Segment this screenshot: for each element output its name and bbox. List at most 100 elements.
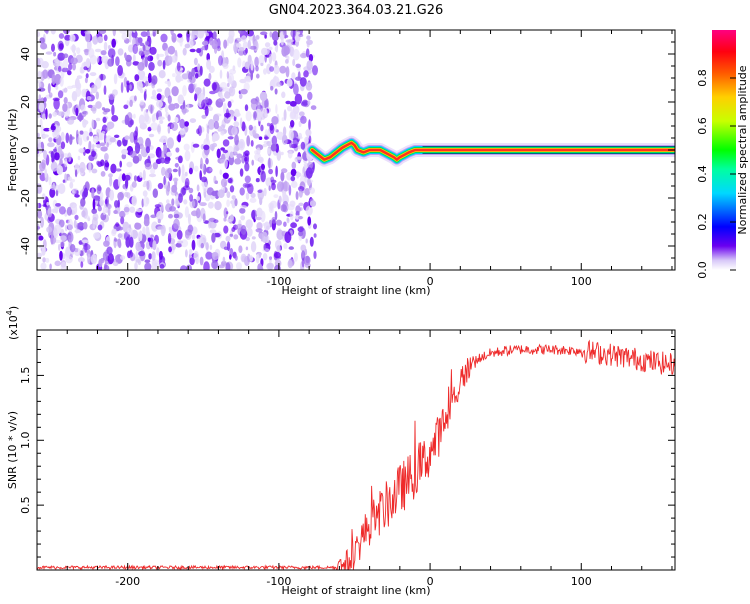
noise-speckle xyxy=(294,93,303,105)
noise-speckle xyxy=(39,162,46,172)
noise-speckle xyxy=(95,101,102,109)
noise-speckle xyxy=(121,148,128,155)
noise-speckle xyxy=(123,76,128,88)
noise-speckle xyxy=(185,249,188,258)
noise-speckle xyxy=(69,134,73,145)
noise-speckle xyxy=(66,206,72,216)
noise-speckle xyxy=(144,262,152,270)
noise-speckle xyxy=(55,203,61,207)
noise-speckle xyxy=(72,203,78,215)
noise-speckle xyxy=(264,108,268,118)
noise-speckle xyxy=(40,262,47,270)
noise-speckle xyxy=(117,226,124,231)
noise-speckle xyxy=(114,134,120,138)
noise-speckle xyxy=(67,117,75,125)
noise-speckle xyxy=(254,216,258,220)
noise-speckle xyxy=(293,83,299,96)
noise-speckle xyxy=(74,214,79,220)
noise-speckle xyxy=(166,151,173,157)
noise-speckle xyxy=(206,124,210,135)
noise-speckle xyxy=(271,52,277,62)
noise-speckle xyxy=(264,47,270,55)
noise-speckle xyxy=(263,243,266,251)
noise-speckle xyxy=(245,192,250,200)
noise-speckle xyxy=(261,163,265,170)
noise-speckle xyxy=(240,88,248,95)
noise-speckle xyxy=(49,263,52,270)
noise-speckle xyxy=(129,206,136,213)
noise-speckle xyxy=(126,192,131,199)
noise-speckle xyxy=(207,119,215,130)
noise-speckle xyxy=(121,153,127,160)
noise-speckle xyxy=(225,262,231,270)
noise-speckle xyxy=(244,61,250,70)
noise-speckle xyxy=(175,242,183,248)
noise-speckle xyxy=(239,207,246,214)
noise-speckle xyxy=(47,83,51,94)
noise-speckle xyxy=(229,151,234,159)
noise-speckle xyxy=(126,161,133,168)
noise-speckle xyxy=(86,136,90,141)
noise-speckle xyxy=(285,100,292,105)
noise-speckle xyxy=(152,31,156,37)
noise-speckle xyxy=(150,33,153,37)
noise-speckle xyxy=(103,160,109,171)
noise-speckle xyxy=(237,57,242,68)
snr-multiplier-base: (x10 xyxy=(7,315,20,340)
noise-speckle xyxy=(217,264,225,269)
noise-speckle xyxy=(149,55,153,61)
noise-speckle xyxy=(138,114,145,126)
noise-speckle xyxy=(167,95,172,104)
noise-speckle xyxy=(83,110,89,116)
noise-speckle xyxy=(99,199,105,207)
noise-speckle xyxy=(290,30,297,38)
noise-speckle xyxy=(239,78,247,84)
noise-speckle xyxy=(48,113,52,119)
noise-speckle xyxy=(45,257,50,263)
noise-speckle xyxy=(245,110,252,122)
noise-speckle xyxy=(241,35,247,42)
spectrogram-ticks xyxy=(36,29,675,271)
noise-speckle xyxy=(59,250,63,261)
noise-speckle xyxy=(41,193,46,201)
noise-speckle xyxy=(292,49,300,61)
noise-speckle xyxy=(156,88,163,93)
noise-speckle xyxy=(140,70,146,78)
spectrogram-y-tick-labels: -40 -20 0 20 40 xyxy=(19,47,32,255)
noise-speckle xyxy=(203,261,210,270)
noise-speckle xyxy=(101,130,106,135)
noise-speckle xyxy=(60,241,65,248)
noise-speckle xyxy=(120,255,126,260)
noise-speckle xyxy=(268,46,273,51)
noise-speckle xyxy=(238,245,243,253)
noise-speckle xyxy=(64,34,72,41)
noise-speckle xyxy=(54,152,60,161)
noise-speckle xyxy=(64,224,68,232)
noise-speckle xyxy=(109,175,113,187)
noise-speckle xyxy=(194,87,202,94)
noise-speckle xyxy=(134,74,140,82)
noise-speckle xyxy=(129,31,132,43)
noise-speckle xyxy=(89,131,93,137)
noise-speckle xyxy=(148,133,155,138)
noise-speckle xyxy=(74,229,82,234)
noise-speckle xyxy=(115,56,120,67)
noise-speckle xyxy=(234,255,238,261)
noise-speckle xyxy=(276,81,282,88)
noise-speckle xyxy=(132,155,140,164)
noise-speckle xyxy=(124,52,127,59)
noise-speckle xyxy=(209,229,217,234)
noise-speckle xyxy=(290,168,297,177)
noise-speckle xyxy=(202,181,208,193)
noise-speckle xyxy=(177,33,183,38)
noise-speckle xyxy=(269,31,273,38)
noise-speckle xyxy=(287,204,295,211)
noise-speckle xyxy=(37,31,41,37)
noise-speckle xyxy=(287,39,295,43)
noise-speckle xyxy=(120,82,124,94)
noise-speckle xyxy=(67,218,74,231)
y-tick-label: -40 xyxy=(19,237,32,255)
noise-speckle xyxy=(183,199,188,205)
noise-speckle xyxy=(307,178,311,186)
noise-speckle xyxy=(220,124,226,130)
